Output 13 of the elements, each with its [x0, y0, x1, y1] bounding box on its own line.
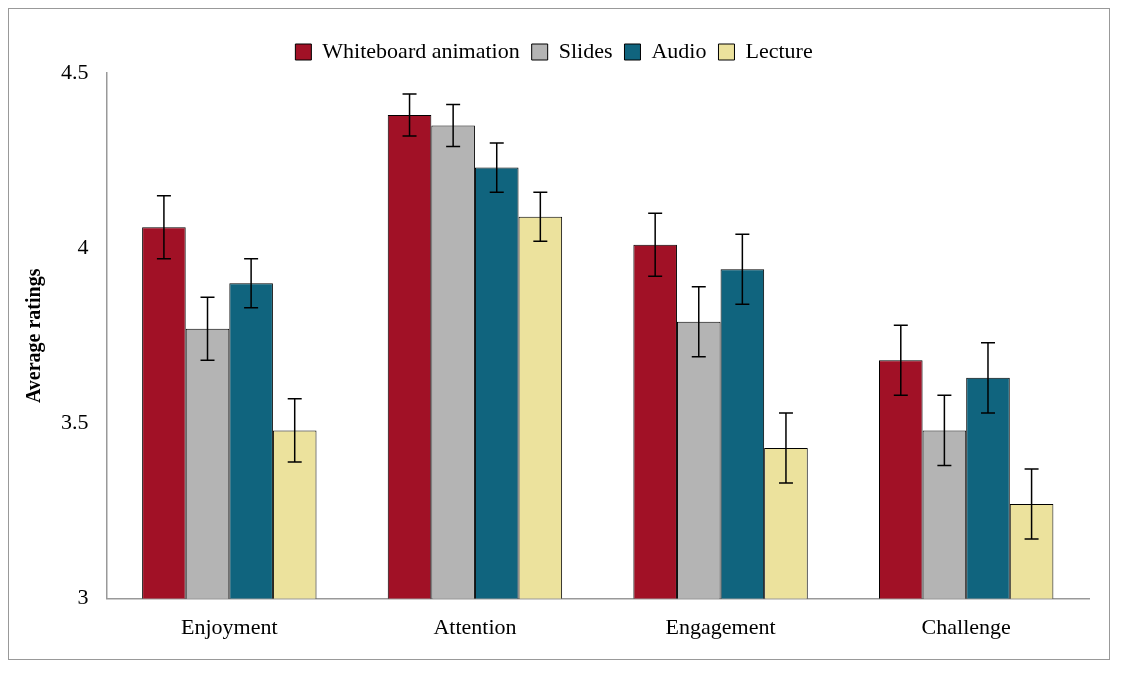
legend-label: Slides: [558, 37, 613, 63]
x-tick-label: Attention: [433, 613, 517, 639]
x-tick-label: Enjoyment: [181, 613, 278, 639]
legend-label: Lecture: [745, 37, 813, 63]
x-tick-label: Challenge: [921, 613, 1011, 639]
y-tick-label: 4: [77, 233, 89, 259]
y-tick-label: 3.5: [61, 409, 89, 435]
y-tick-label: 4.5: [61, 58, 89, 84]
legend-label: Whiteboard animation: [322, 37, 520, 63]
legend-label: Audio: [651, 37, 707, 63]
x-tick-label: Engagement: [665, 613, 776, 639]
y-tick-label: 3: [77, 584, 89, 610]
y-axis-title: Average ratings: [22, 268, 46, 404]
